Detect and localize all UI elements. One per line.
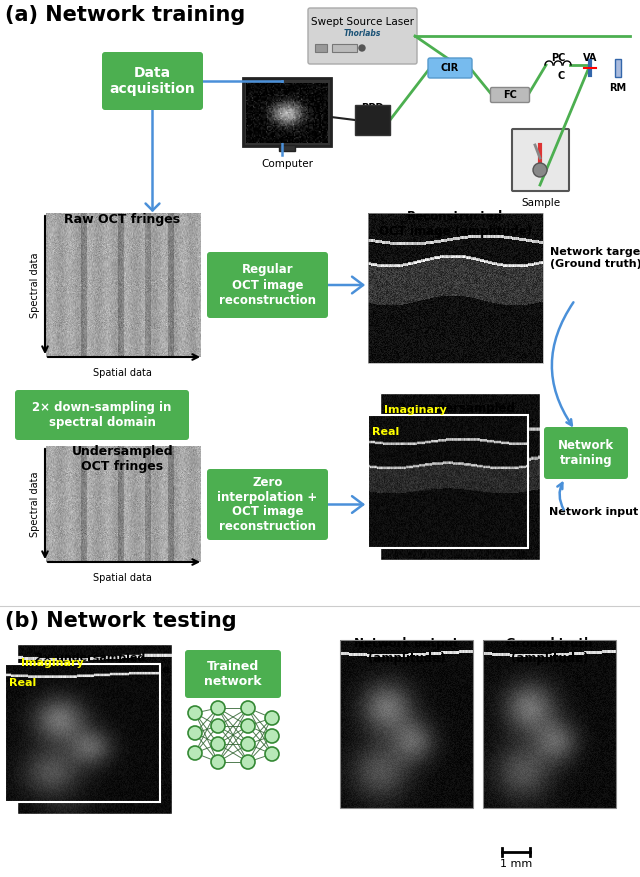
Text: Real: Real [372,427,399,437]
Text: 1 mm: 1 mm [500,859,532,869]
Bar [315,44,327,52]
Bar [355,105,390,135]
FancyBboxPatch shape [428,58,472,78]
Text: Network input: Network input [549,507,638,517]
Circle shape [241,737,255,751]
Text: Imaginary: Imaginary [21,658,84,668]
Text: Real: Real [9,678,36,688]
FancyBboxPatch shape [490,88,529,103]
Bar [368,415,528,548]
Text: Reconstructed
OCT image (amplitude): Reconstructed OCT image (amplitude) [379,210,532,238]
Circle shape [211,755,225,769]
Circle shape [241,701,255,715]
Text: Regular
OCT image
reconstruction: Regular OCT image reconstruction [219,263,316,306]
Text: Sample: Sample [521,198,560,208]
FancyBboxPatch shape [207,469,328,540]
Bar [368,213,543,363]
Bar [243,78,331,146]
FancyBboxPatch shape [308,8,417,64]
Text: Trained
network: Trained network [204,660,262,688]
Circle shape [241,719,255,733]
Circle shape [188,706,202,720]
Bar [340,640,473,808]
Circle shape [533,163,547,177]
Text: PC: PC [551,53,565,63]
Bar [615,59,621,77]
Circle shape [211,701,225,715]
Text: 2× undersampled
OCT reconstructed image
(complex): 2× undersampled OCT reconstructed image … [11,653,170,686]
Circle shape [265,747,279,761]
Text: Swept Source Laser: Swept Source Laser [311,17,414,27]
Text: Spectral data: Spectral data [30,253,40,317]
Text: FC: FC [503,90,517,100]
Text: Raw OCT fringes: Raw OCT fringes [65,213,180,226]
Text: Network
training: Network training [558,439,614,467]
Text: Computer: Computer [261,159,313,169]
Circle shape [188,726,202,740]
Bar [380,393,540,560]
FancyBboxPatch shape [207,252,328,318]
Bar [483,640,616,808]
Text: Network output
(amplitude): Network output (amplitude) [355,637,459,665]
Text: Spatial data: Spatial data [93,573,152,583]
Bar [17,644,172,814]
Text: VA: VA [583,53,597,63]
Circle shape [265,729,279,743]
Circle shape [211,719,225,733]
Text: RM: RM [609,83,627,93]
Circle shape [241,755,255,769]
FancyBboxPatch shape [185,650,281,698]
Circle shape [211,737,225,751]
Text: (a) Network training: (a) Network training [5,5,245,25]
Text: 2× down-sampling in
spectral domain: 2× down-sampling in spectral domain [32,401,172,429]
Text: (b) Network testing: (b) Network testing [5,611,237,631]
Text: Ground truth
(amplitude): Ground truth (amplitude) [506,637,593,665]
Circle shape [188,746,202,760]
Text: Thorlabs: Thorlabs [344,29,381,38]
Text: Imaginary: Imaginary [384,405,447,415]
Text: Data
acquisition: Data acquisition [109,66,195,96]
Text: Undersampled
OCT fringes: Undersampled OCT fringes [72,445,173,473]
Bar [332,44,357,52]
Text: Spatial data: Spatial data [93,368,152,378]
FancyBboxPatch shape [512,129,569,191]
Bar [5,664,160,802]
Text: 2× undersampled
OCT reconstructed
image (complex): 2× undersampled OCT reconstructed image … [394,402,518,445]
Text: Spectral data: Spectral data [30,471,40,537]
Text: BPD: BPD [361,103,384,113]
FancyBboxPatch shape [544,427,628,479]
Text: Network target
(Ground truth): Network target (Ground truth) [550,247,640,268]
Circle shape [265,711,279,725]
Text: Zero
interpolation +
OCT image
reconstruction: Zero interpolation + OCT image reconstru… [218,475,317,533]
Circle shape [359,45,365,51]
FancyBboxPatch shape [102,52,203,110]
Text: C: C [557,71,564,81]
Text: CIR: CIR [441,63,459,73]
Bar [279,145,295,151]
FancyBboxPatch shape [15,390,189,440]
